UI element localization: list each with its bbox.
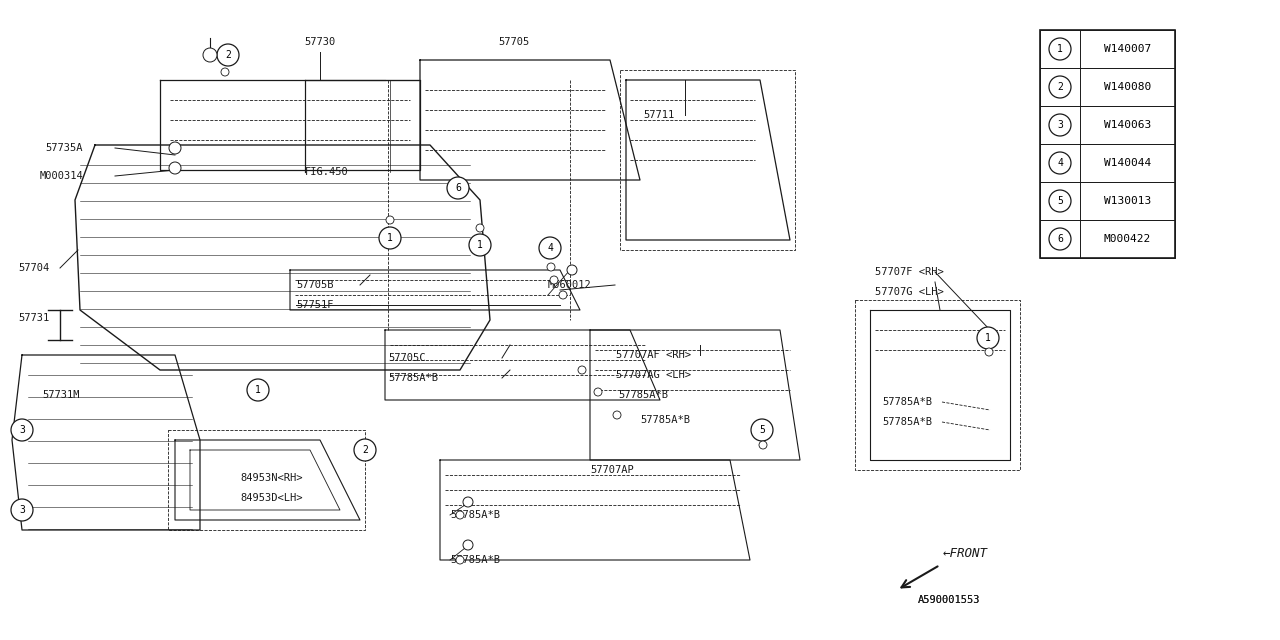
Text: 5: 5: [1057, 196, 1062, 206]
Circle shape: [456, 556, 465, 564]
Text: 57707G <LH>: 57707G <LH>: [876, 287, 943, 297]
Text: 84953D<LH>: 84953D<LH>: [241, 493, 302, 503]
Text: 57705B: 57705B: [296, 280, 334, 290]
Circle shape: [447, 177, 468, 199]
Text: W140044: W140044: [1103, 158, 1151, 168]
Bar: [1039, 220, 1175, 258]
Circle shape: [1050, 114, 1071, 136]
Text: 6: 6: [1057, 234, 1062, 244]
Text: 57785A*B: 57785A*B: [451, 555, 500, 565]
Circle shape: [204, 48, 218, 62]
Circle shape: [977, 327, 998, 349]
Circle shape: [579, 366, 586, 374]
Text: M060012: M060012: [548, 280, 591, 290]
Circle shape: [986, 348, 993, 356]
Circle shape: [539, 237, 561, 259]
Circle shape: [759, 441, 767, 449]
Text: 57704: 57704: [18, 263, 49, 273]
Text: 57785A*B: 57785A*B: [618, 390, 668, 400]
Text: 57785A*B: 57785A*B: [388, 373, 438, 383]
Text: 57751F: 57751F: [296, 300, 334, 310]
Circle shape: [567, 265, 577, 275]
Circle shape: [476, 224, 484, 232]
Text: 57707AF <RH>: 57707AF <RH>: [616, 350, 691, 360]
Text: 57707F <RH>: 57707F <RH>: [876, 267, 943, 277]
Circle shape: [547, 263, 556, 271]
Text: W140007: W140007: [1103, 44, 1151, 54]
Bar: [1039, 30, 1175, 68]
Bar: [1039, 106, 1175, 144]
Circle shape: [218, 44, 239, 66]
Text: 57731: 57731: [18, 313, 49, 323]
Text: 57707AG <LH>: 57707AG <LH>: [616, 370, 691, 380]
Text: W140080: W140080: [1103, 82, 1151, 92]
Text: 1: 1: [255, 385, 261, 395]
Circle shape: [379, 227, 401, 249]
Circle shape: [247, 379, 269, 401]
Text: 5: 5: [759, 425, 765, 435]
Circle shape: [1050, 38, 1071, 60]
Circle shape: [463, 540, 474, 550]
Circle shape: [456, 511, 465, 519]
Circle shape: [206, 51, 214, 59]
Text: 1: 1: [387, 233, 393, 243]
Circle shape: [172, 144, 179, 152]
Text: 84953N<RH>: 84953N<RH>: [241, 473, 302, 483]
Circle shape: [172, 164, 179, 172]
Circle shape: [169, 162, 180, 174]
Text: 57735A: 57735A: [45, 143, 82, 153]
Circle shape: [12, 499, 33, 521]
Text: W140063: W140063: [1103, 120, 1151, 130]
Text: 1: 1: [986, 333, 991, 343]
Text: 57707AP: 57707AP: [590, 465, 634, 475]
Text: 6: 6: [456, 183, 461, 193]
Circle shape: [1050, 152, 1071, 174]
Text: 2: 2: [1057, 82, 1062, 92]
Text: 57711: 57711: [643, 110, 675, 120]
Bar: [1039, 182, 1175, 220]
Text: 3: 3: [1057, 120, 1062, 130]
Text: 1: 1: [477, 240, 483, 250]
Bar: [1039, 144, 1175, 182]
Text: 3: 3: [19, 425, 24, 435]
Text: 4: 4: [1057, 158, 1062, 168]
Text: 57705C: 57705C: [388, 353, 425, 363]
Text: A590001553: A590001553: [918, 595, 980, 605]
Text: 57705: 57705: [498, 37, 529, 47]
Circle shape: [463, 497, 474, 507]
Circle shape: [594, 388, 602, 396]
Text: W130013: W130013: [1103, 196, 1151, 206]
Circle shape: [221, 68, 229, 76]
Circle shape: [1050, 76, 1071, 98]
Text: 57730: 57730: [305, 37, 335, 47]
Text: 57731M: 57731M: [42, 390, 79, 400]
Bar: [1039, 68, 1175, 106]
Text: 4: 4: [547, 243, 553, 253]
Circle shape: [169, 142, 180, 154]
Circle shape: [355, 439, 376, 461]
Circle shape: [387, 216, 394, 224]
Text: 57785A*B: 57785A*B: [640, 415, 690, 425]
Text: 3: 3: [19, 505, 24, 515]
Text: FIG.450: FIG.450: [305, 167, 348, 177]
Circle shape: [12, 419, 33, 441]
Text: ←FRONT: ←FRONT: [943, 547, 988, 560]
Text: 57785A*B: 57785A*B: [882, 397, 932, 407]
Circle shape: [559, 291, 567, 299]
Text: M000314: M000314: [40, 171, 83, 181]
Text: 57785A*B: 57785A*B: [882, 417, 932, 427]
Circle shape: [1050, 228, 1071, 250]
Text: 2: 2: [362, 445, 367, 455]
Circle shape: [468, 234, 492, 256]
Circle shape: [550, 276, 558, 284]
Text: 57785A*B: 57785A*B: [451, 510, 500, 520]
Text: M000422: M000422: [1103, 234, 1151, 244]
Text: A590001553: A590001553: [918, 595, 980, 605]
Bar: [1039, 30, 1175, 258]
Text: 1: 1: [1057, 44, 1062, 54]
Circle shape: [751, 419, 773, 441]
Circle shape: [1050, 190, 1071, 212]
Text: 2: 2: [225, 50, 230, 60]
Circle shape: [613, 411, 621, 419]
